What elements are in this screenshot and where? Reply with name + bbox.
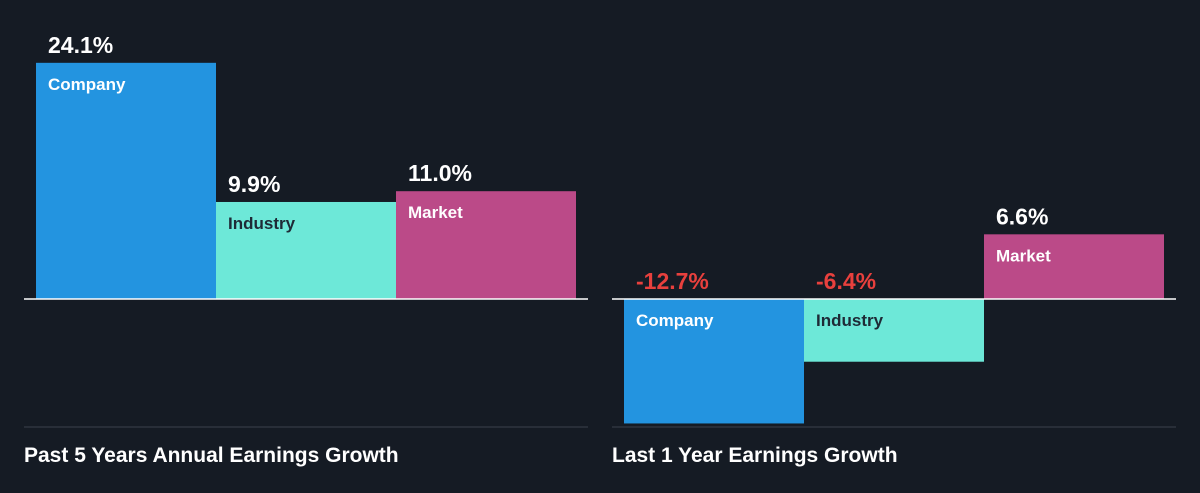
chart-title-last-1-year: Last 1 Year Earnings Growth	[612, 444, 898, 467]
bar-company-last-1-year	[624, 299, 804, 424]
value-label-industry-last-1-year: -6.4%	[816, 268, 876, 294]
chart-title-past-5-years: Past 5 Years Annual Earnings Growth	[24, 444, 399, 467]
value-label-market-last-1-year: 6.6%	[996, 203, 1048, 229]
category-label-industry-past-5-years: Industry	[228, 214, 296, 233]
category-label-industry-last-1-year: Industry	[816, 311, 884, 330]
category-label-market-last-1-year: Market	[996, 246, 1051, 265]
value-label-company-past-5-years: 24.1%	[48, 32, 113, 58]
value-label-company-last-1-year: -12.7%	[636, 268, 709, 294]
bar-company-past-5-years	[36, 62, 216, 299]
category-label-company-last-1-year: Company	[636, 311, 714, 330]
value-label-industry-past-5-years: 9.9%	[228, 171, 280, 197]
bar-industry-past-5-years	[216, 201, 396, 299]
bar-industry-last-1-year	[804, 299, 984, 362]
category-label-market-past-5-years: Market	[408, 203, 463, 222]
bar-market-last-1-year	[984, 234, 1164, 299]
bar-market-past-5-years	[396, 191, 576, 299]
value-label-market-past-5-years: 11.0%	[408, 160, 472, 186]
category-label-company-past-5-years: Company	[48, 75, 126, 94]
